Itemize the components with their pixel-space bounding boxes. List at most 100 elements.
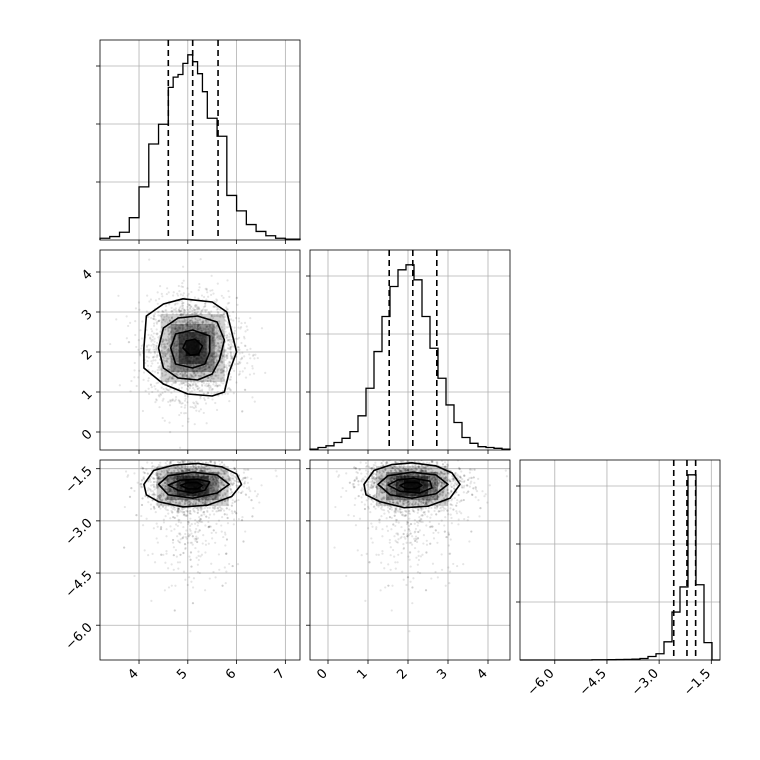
sample-point: [194, 466, 197, 469]
sample-point: [216, 368, 219, 371]
sample-point: [163, 332, 166, 335]
sample-point: [224, 493, 227, 496]
sample-point: [187, 325, 191, 328]
sample-point: [203, 327, 206, 330]
sample-point: [235, 480, 239, 483]
sample-point: [211, 497, 214, 501]
sample-point: [179, 533, 182, 536]
sample-point: [181, 304, 184, 307]
sample-point: [208, 330, 211, 333]
sample-point: [200, 294, 204, 297]
sample-point: [157, 505, 161, 508]
sample-point: [184, 404, 187, 407]
sample-point: [175, 344, 179, 347]
sample-point: [180, 323, 183, 327]
sample-point: [212, 355, 215, 358]
sample-point: [200, 370, 203, 373]
sample-point: [158, 395, 161, 398]
sample-point: [147, 351, 150, 354]
sample-point: [196, 540, 199, 544]
sample-point: [187, 521, 191, 524]
sample-point: [212, 483, 215, 487]
sample-point: [175, 501, 178, 504]
sample-point: [150, 461, 154, 465]
sample-point: [178, 518, 181, 522]
sample-point: [205, 367, 208, 370]
sample-point: [226, 279, 229, 282]
sample-point: [164, 462, 167, 465]
sample-point: [225, 513, 229, 516]
sample-point: [183, 319, 186, 322]
sample-point: [228, 314, 231, 318]
sample-point: [208, 323, 212, 327]
sample-point: [190, 325, 193, 328]
sample-point: [154, 493, 157, 497]
sample-point: [162, 476, 165, 479]
sample-point: [182, 551, 185, 555]
sample-point: [177, 328, 180, 331]
sample-point: [209, 368, 212, 371]
sample-point: [187, 327, 190, 330]
sample-point: [206, 338, 209, 341]
sample-point: [151, 552, 154, 555]
sample-point: [150, 385, 153, 389]
sample-point: [187, 503, 190, 506]
sample-point: [212, 344, 215, 347]
sample-point: [177, 507, 180, 510]
sample-point: [189, 558, 192, 561]
sample-point: [242, 471, 246, 474]
sample-point: [145, 517, 148, 520]
sample-point: [182, 367, 185, 370]
sample-point: [208, 332, 211, 335]
sample-point: [197, 521, 200, 524]
sample-point: [186, 322, 189, 325]
sample-point: [249, 357, 252, 360]
sample-point: [178, 561, 182, 564]
sample-point: [166, 469, 169, 472]
sample-point: [186, 322, 189, 325]
sample-point: [219, 346, 222, 350]
sample-point: [171, 541, 175, 544]
sample-point: [154, 486, 158, 489]
sample-point: [164, 320, 167, 323]
sample-point: [216, 493, 219, 496]
sample-point: [202, 451, 204, 453]
sample-point: [208, 360, 211, 364]
sample-point: [229, 477, 232, 480]
sample-point: [204, 368, 207, 371]
sample-point: [231, 501, 234, 505]
y-tick-label: 4: [79, 267, 95, 283]
sample-point: [199, 467, 203, 470]
sample-point: [218, 481, 221, 484]
sample-point: [186, 308, 189, 311]
sample-point: [215, 351, 218, 354]
sample-point: [183, 513, 186, 516]
sample-point: [174, 476, 177, 479]
sample-point: [140, 503, 144, 507]
sample-point: [188, 512, 191, 515]
sample-point: [260, 484, 263, 487]
sample-point: [140, 485, 144, 489]
sample-point: [168, 349, 171, 352]
sample-point: [148, 258, 151, 261]
sample-point: [193, 388, 196, 391]
sample-point: [188, 306, 192, 310]
sample-point: [168, 421, 171, 424]
sample-point: [175, 458, 177, 460]
sample-point: [167, 333, 171, 336]
sample-point: [210, 456, 212, 458]
sample-point: [197, 474, 200, 477]
sample-point: [204, 524, 207, 527]
sample-point: [173, 344, 176, 347]
sample-point: [145, 468, 148, 471]
sample-point: [230, 346, 233, 349]
sample-point: [207, 391, 210, 394]
sample-point: [186, 318, 189, 321]
sample-point: [217, 506, 220, 509]
sample-point: [192, 472, 195, 475]
sample-point: [219, 486, 222, 489]
sample-point: [235, 381, 238, 384]
sample-point: [158, 314, 162, 317]
sample-point: [204, 461, 208, 464]
sample-point: [157, 310, 160, 313]
